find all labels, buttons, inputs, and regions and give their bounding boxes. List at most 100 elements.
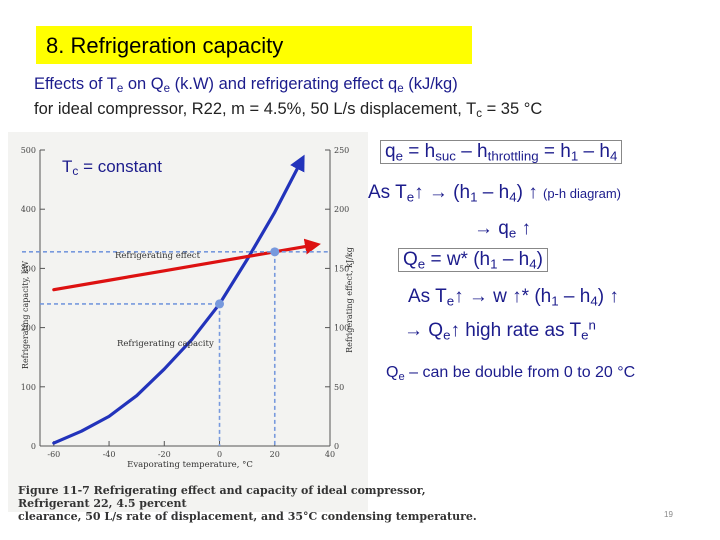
subtitle-text: = 35 °C	[481, 100, 543, 118]
eq-sup: n	[588, 317, 596, 333]
figure-caption: Figure 11-7 Refrigerating effect and cap…	[18, 484, 498, 523]
x-tick-label: -40	[103, 450, 116, 459]
eq-sub: 4	[609, 148, 618, 164]
eq-note: (p-h diagram)	[542, 186, 622, 201]
data-point-marker	[215, 299, 225, 309]
y-right-tick-label: 150	[334, 264, 349, 273]
data-point-marker	[270, 247, 280, 257]
subtitle-sub: e	[163, 82, 171, 95]
subtitle-sub: e	[397, 82, 404, 95]
y-axis-right-label: Refrigerating effect, kJ/kg	[345, 247, 354, 353]
x-tick-label: -20	[158, 450, 171, 459]
eq-text: – h	[558, 286, 591, 307]
eq-sub: e	[443, 327, 451, 343]
subtitle-text: on Q	[123, 75, 164, 93]
subtitle-text: (k.W) and refrigerating effect q	[170, 75, 398, 93]
eq-text: ) ↑	[597, 286, 619, 307]
eq-sub: 4	[590, 293, 598, 309]
subtitle-text: for ideal compressor, R22, m = 4.5%, 50 …	[34, 100, 477, 118]
subtitle-text: Effects of T	[34, 75, 117, 93]
eq-text: ↑	[414, 182, 424, 203]
x-tick-label: 0	[217, 450, 222, 459]
eq-text: = w* (h	[425, 249, 491, 270]
tc-constant-label: Tc = constant	[62, 157, 162, 177]
chart-axes	[39, 150, 331, 447]
equation-Qe-double: Qe – can be double from 0 to 20 °C	[386, 364, 635, 382]
y-left-tick-label: 400	[21, 205, 36, 214]
y-left-tick-label: 200	[21, 324, 36, 333]
y-left-tick-label: 0	[31, 442, 36, 451]
x-axis-label: Evaporating temperature, °C	[127, 460, 253, 470]
eq-text: ↑	[454, 286, 464, 307]
eq-sub: 1	[470, 189, 478, 205]
eq-sub: e	[581, 327, 589, 343]
subtitle-text: (kJ/kg)	[403, 75, 458, 93]
eq-text: – h	[497, 249, 530, 270]
eq-text: q	[385, 141, 396, 162]
equation-Qe-high-rate: → Qe↑ high rate as Ten	[404, 317, 596, 343]
slide-title: 8. Refrigeration capacity	[46, 33, 284, 58]
y-left-tick-label: 500	[21, 146, 36, 155]
eq-text: ) ↑	[516, 182, 543, 203]
scan-background	[8, 132, 368, 512]
slide-subtitle: Effects of Te on Qe (k.W) and refrigerat…	[34, 72, 542, 122]
eq-text: As T	[368, 182, 407, 203]
y-right-tick-label: 200	[334, 205, 349, 214]
eq-text: )	[536, 249, 543, 270]
eq-text: → Q	[404, 320, 444, 341]
eq-text: = h	[402, 141, 436, 162]
effect-line	[52, 238, 321, 292]
title-banner: 8. Refrigeration capacity	[36, 26, 472, 64]
subtitle-sub: c	[476, 107, 482, 120]
x-tick-label: -60	[47, 450, 60, 459]
eq-sub: e	[395, 148, 403, 164]
eq-text: – can be double from 0 to 20 °C	[404, 364, 636, 381]
eq-sub: e	[417, 256, 426, 272]
y-left-tick-label: 100	[21, 383, 36, 392]
chart-series	[52, 154, 321, 445]
y-axis-left-label: Refrigerating capacity, kW	[21, 260, 30, 369]
eq-sub: e	[406, 189, 415, 205]
eq-sub: e	[398, 370, 405, 383]
page-number: 19	[664, 510, 673, 519]
chart-markers	[22, 247, 330, 446]
eq-sub: 1	[551, 293, 559, 309]
eq-text: ↑	[516, 218, 532, 239]
eq-sub: 4	[529, 256, 537, 272]
eq-sub: throttling	[487, 148, 539, 164]
eq-text: Q	[403, 249, 418, 270]
y-right-tick-label: 50	[334, 383, 344, 392]
y-right-tick-label: 250	[334, 146, 349, 155]
tc-sub: c	[72, 163, 79, 178]
chart-ticks: -60 -40 -20 0 20 4001002003004005000501001502…	[21, 146, 350, 459]
eq-text: = h	[538, 141, 571, 162]
equation-qe-up: → qe ↑	[474, 218, 531, 240]
equation-as-te-h: As Te↑ → (h1 – h4) ↑ (p-h diagram)	[368, 182, 621, 204]
eq-text: Q	[386, 364, 399, 381]
tc-text: T	[62, 157, 73, 176]
y-right-tick-label: 0	[334, 442, 339, 451]
subtitle-line-1: Effects of Te on Qe (k.W) and refrigerat…	[34, 72, 542, 97]
eq-sub: 1	[490, 256, 498, 272]
equation-as-te-w: As Te↑ → w ↑* (h1 – h4) ↑	[408, 286, 619, 308]
eq-text: → (h	[423, 182, 471, 203]
capacity-curve	[52, 154, 305, 445]
eq-text: – h	[578, 141, 610, 162]
series-label-capacity: Refrigerating capacity	[117, 339, 214, 349]
eq-sub: e	[508, 225, 517, 241]
eq-sub: 4	[509, 189, 517, 205]
equation-qe: qe = hsuc – hthrottling = h1 – h4	[380, 140, 623, 164]
subtitle-sub: e	[116, 82, 124, 95]
eq-text: As T	[408, 286, 447, 307]
eq-text: ↑ high rate as T	[450, 320, 582, 341]
eq-text: → q	[474, 218, 509, 239]
figure-caption-line-1: Figure 11-7 Refrigerating effect and cap…	[18, 484, 426, 510]
eq-sub: suc	[435, 148, 456, 164]
x-tick-label: 40	[325, 450, 335, 459]
eq-text: → w ↑* (h	[463, 286, 552, 307]
subtitle-line-2: for ideal compressor, R22, m = 4.5%, 50 …	[34, 97, 542, 122]
tc-rest: = constant	[78, 157, 162, 176]
equation-Qe: Qe = w* (h1 – h4)	[398, 248, 548, 272]
series-label-effect: Refrigerating effect	[115, 251, 201, 261]
y-left-tick-label: 300	[21, 264, 36, 273]
